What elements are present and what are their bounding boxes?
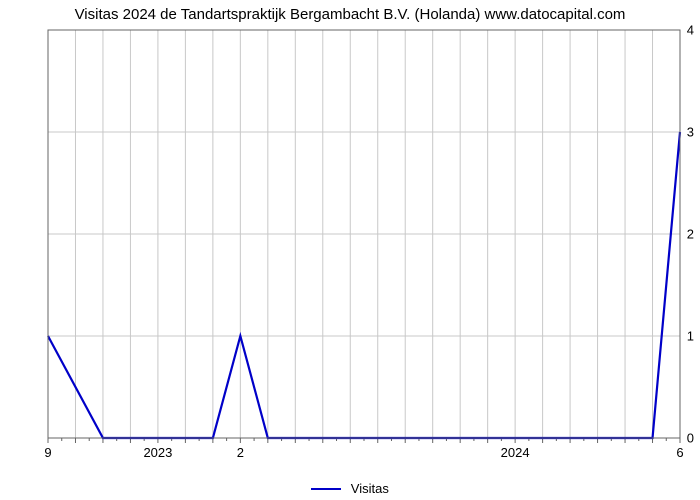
x-tick-label: 2024 <box>501 445 530 460</box>
y-tick-label: 3 <box>652 125 694 140</box>
legend-swatch <box>311 488 341 490</box>
x-tick-label: 2023 <box>143 445 172 460</box>
plot-area <box>48 30 680 438</box>
x-axis-ticks: 92023220246 <box>48 438 680 468</box>
x-tick-label: 2 <box>237 445 244 460</box>
x-tick-label: 6 <box>676 445 683 460</box>
x-tick-label: 9 <box>44 445 51 460</box>
legend-label: Visitas <box>351 481 389 496</box>
y-tick-label: 1 <box>652 329 694 344</box>
chart-title: Visitas 2024 de Tandartspraktijk Bergamb… <box>0 6 700 23</box>
visits-chart: Visitas 2024 de Tandartspraktijk Bergamb… <box>0 0 700 500</box>
y-tick-label: 4 <box>652 23 694 38</box>
y-tick-label: 2 <box>652 227 694 242</box>
chart-legend: Visitas <box>0 480 700 496</box>
plot-svg <box>48 30 680 438</box>
